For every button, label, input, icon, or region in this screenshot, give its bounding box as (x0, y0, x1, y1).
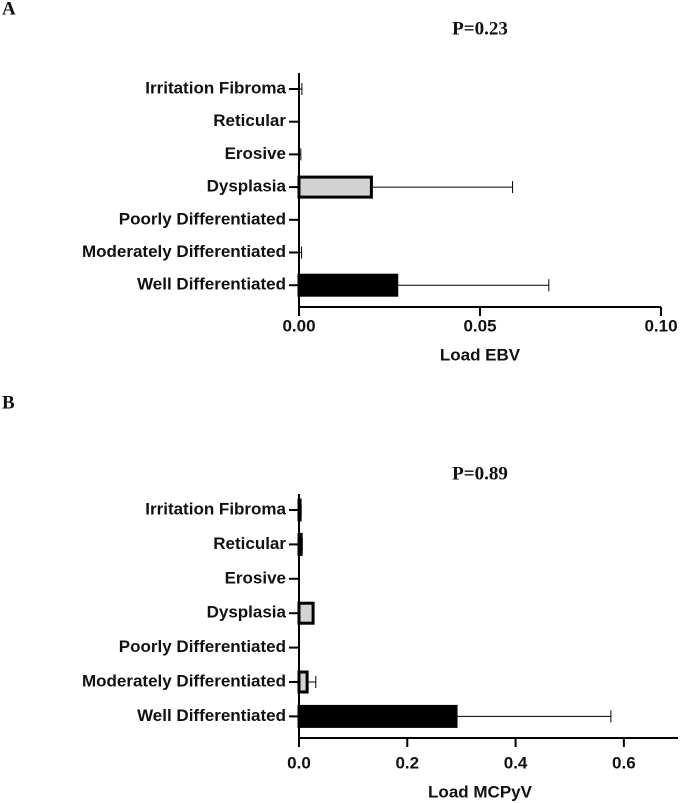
category-label: Dysplasia (207, 177, 287, 196)
category-label: Poorly Differentiated (119, 209, 286, 228)
chart-title: P=0.89 (452, 463, 508, 484)
category-label: Irritation Fibroma (145, 78, 286, 97)
category-label: Irritation Fibroma (145, 499, 286, 518)
x-axis-title: Load EBV (440, 345, 521, 364)
category-label: Well Differentiated (137, 275, 286, 294)
x-tick-label: 0.2 (395, 753, 419, 772)
x-tick-label: 0.05 (463, 316, 496, 335)
category-label: Dysplasia (207, 603, 287, 622)
x-tick-label: 0.00 (282, 316, 315, 335)
panel-label: B (2, 392, 15, 413)
x-tick-label: 0.0 (287, 753, 311, 772)
category-label: Reticular (213, 111, 286, 130)
category-label: Erosive (225, 144, 286, 163)
bar (297, 498, 302, 522)
chart-title: P=0.23 (452, 18, 508, 39)
category-label: Reticular (213, 534, 286, 553)
category-label: Well Differentiated (137, 706, 286, 725)
panel-label: A (2, 0, 16, 19)
bar (297, 601, 315, 625)
x-tick-label: 0.6 (612, 753, 636, 772)
bar (297, 670, 309, 694)
bar (297, 532, 303, 556)
bar (297, 273, 399, 297)
x-tick-label: 0.10 (644, 316, 677, 335)
bar (297, 704, 458, 728)
category-label: Moderately Differentiated (82, 242, 286, 261)
x-tick-label: 0.4 (504, 753, 528, 772)
x-axis-title: Load MCPyV (428, 782, 533, 801)
category-label: Moderately Differentiated (82, 671, 286, 690)
category-label: Erosive (225, 568, 286, 587)
bar (297, 175, 373, 199)
category-label: Poorly Differentiated (119, 637, 286, 656)
